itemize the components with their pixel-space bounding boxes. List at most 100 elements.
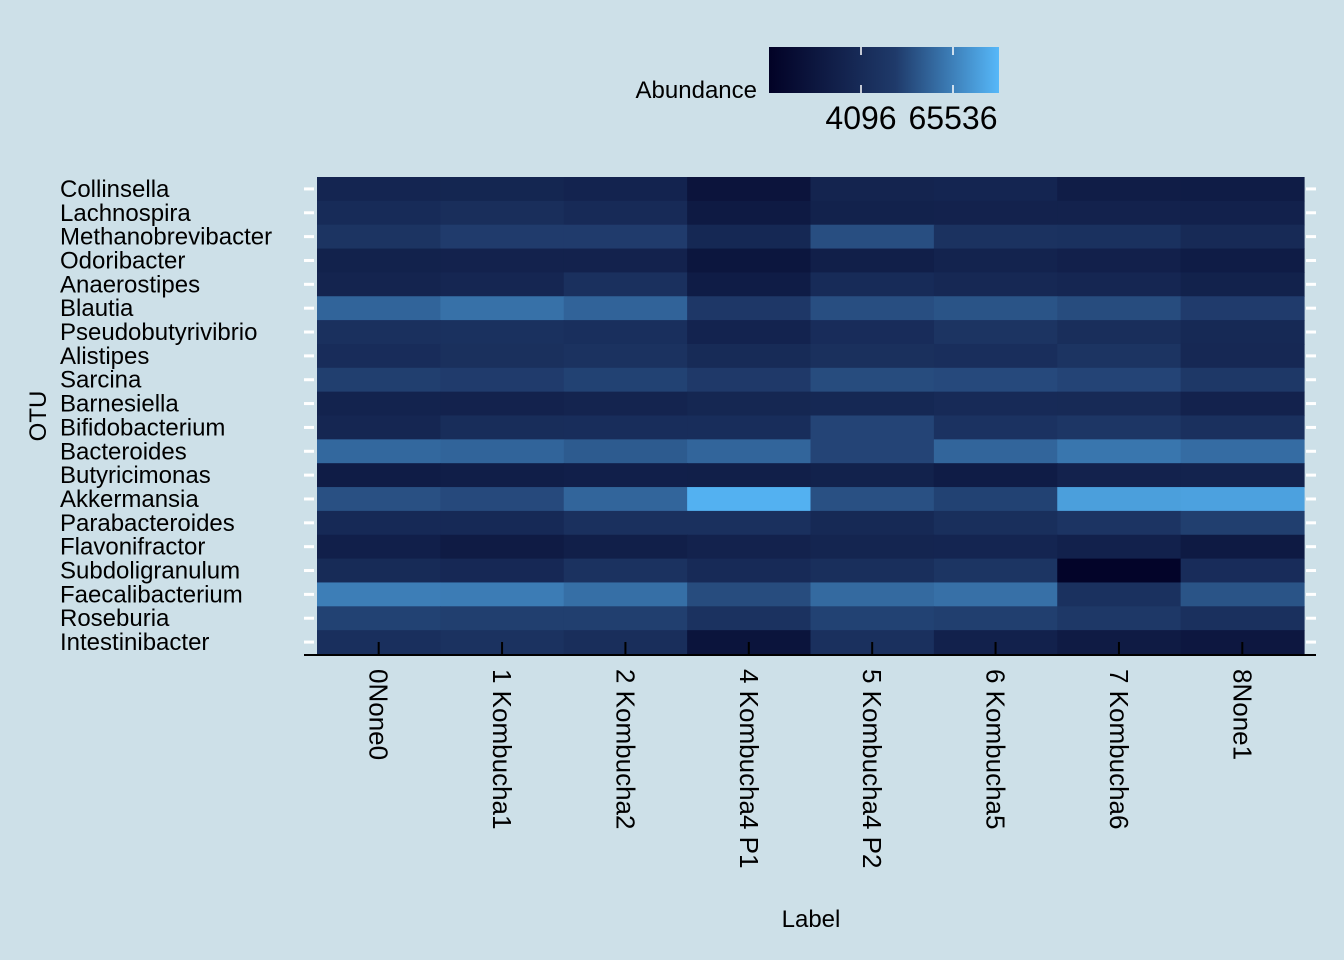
legend-tick-label: 4096 bbox=[825, 100, 896, 136]
heatmap-cell bbox=[317, 177, 441, 202]
heatmap-cell bbox=[563, 582, 688, 607]
heatmap-cell bbox=[1057, 487, 1182, 512]
y-tick-label: Parabacteroides bbox=[60, 510, 235, 537]
heatmap-cell bbox=[563, 320, 688, 345]
heatmap-cell bbox=[1180, 534, 1305, 560]
heatmap-cell bbox=[1180, 248, 1305, 273]
heatmap-cell bbox=[810, 534, 935, 560]
y-tick-label: Sarcina bbox=[60, 367, 142, 394]
heatmap-cell bbox=[440, 510, 565, 536]
heatmap-cell bbox=[687, 343, 812, 369]
x-tick-label: 6 Kombucha5 bbox=[981, 669, 1011, 829]
heatmap-cell bbox=[687, 415, 812, 440]
x-tick-label: 0None0 bbox=[364, 669, 394, 760]
heatmap-cell bbox=[687, 487, 812, 512]
heatmap-cell bbox=[1180, 606, 1305, 631]
heatmap-cell bbox=[1057, 272, 1182, 297]
heatmap-cell bbox=[933, 367, 1058, 393]
y-tick-label: Butyricimonas bbox=[60, 462, 211, 489]
y-tick-label: Subdoligranulum bbox=[60, 558, 240, 585]
heatmap-cell bbox=[810, 367, 935, 393]
heatmap-cell bbox=[687, 367, 812, 393]
heatmap-cell bbox=[933, 296, 1058, 321]
heatmap-cell bbox=[1057, 391, 1182, 417]
heatmap-cell bbox=[933, 177, 1058, 202]
heatmap-cell bbox=[563, 439, 688, 464]
y-tick-label: Anaerostipes bbox=[60, 271, 200, 298]
y-tick-label: Methanobrevibacter bbox=[60, 224, 272, 251]
y-tick-label: Bifidobacterium bbox=[60, 414, 225, 441]
heatmap-cell bbox=[933, 463, 1058, 488]
y-tick-label: Blautia bbox=[60, 295, 134, 322]
heatmap-cell bbox=[933, 439, 1058, 464]
heatmap-cell bbox=[687, 296, 812, 321]
heatmap-cell bbox=[933, 248, 1058, 273]
heatmap-cell bbox=[1180, 272, 1305, 297]
heatmap-cell bbox=[440, 415, 565, 440]
heatmap-cell bbox=[440, 224, 565, 250]
heatmap-cell bbox=[317, 606, 441, 631]
x-tick-label: 5 Kombucha4 P2 bbox=[857, 669, 887, 868]
heatmap-cell bbox=[1180, 558, 1305, 584]
heatmap-cell bbox=[1180, 439, 1305, 464]
y-tick-label: Odoribacter bbox=[60, 247, 185, 274]
y-tick-label: Flavonifractor bbox=[60, 534, 205, 561]
heatmap-cell bbox=[317, 343, 441, 369]
y-axis-title: OTU bbox=[25, 391, 52, 442]
heatmap-cell bbox=[1180, 510, 1305, 536]
y-axis-ticks: CollinsellaLachnospiraMethanobrevibacter… bbox=[60, 176, 1316, 656]
heatmap-cell bbox=[563, 606, 688, 631]
heatmap-cell bbox=[1180, 415, 1305, 440]
heatmap-cell bbox=[687, 224, 812, 250]
heatmap-cell bbox=[1180, 463, 1305, 488]
heatmap-cell bbox=[1180, 224, 1305, 250]
y-tick-label: Bacteroides bbox=[60, 438, 187, 465]
y-tick-label: Pseudobutyrivibrio bbox=[60, 319, 257, 346]
heatmap-cell bbox=[810, 558, 935, 584]
heatmap-cell bbox=[933, 558, 1058, 584]
heatmap-cell bbox=[933, 224, 1058, 250]
x-tick-label: 7 Kombucha6 bbox=[1104, 669, 1134, 829]
heatmap-cell bbox=[687, 463, 812, 488]
heatmap-cell bbox=[317, 487, 441, 512]
x-axis-ticks: 0None0 1 Kombucha1 2 Kombucha2 4 Kombucha4 … bbox=[364, 642, 1257, 868]
heatmap-cell bbox=[440, 391, 565, 417]
heatmap-cell bbox=[563, 510, 688, 536]
heatmap-cell bbox=[1180, 487, 1305, 512]
heatmap-cell bbox=[440, 582, 565, 607]
heatmap-cell bbox=[440, 534, 565, 560]
heatmap-cell bbox=[1057, 415, 1182, 440]
heatmap-cell bbox=[1180, 343, 1305, 369]
heatmap-cell bbox=[440, 367, 565, 393]
heatmap-cell bbox=[687, 582, 812, 607]
heatmap-cell bbox=[810, 320, 935, 345]
heatmap-cell bbox=[317, 558, 441, 584]
x-tick-label: 8None1 bbox=[1227, 669, 1257, 760]
heatmap-cell bbox=[317, 582, 441, 607]
heatmap-cell bbox=[933, 534, 1058, 560]
heatmap-cell bbox=[563, 367, 688, 393]
legend-ticks: 4096 65536 bbox=[825, 47, 997, 136]
heatmap-cell bbox=[563, 558, 688, 584]
heatmap-cell bbox=[933, 320, 1058, 345]
heatmap-cell bbox=[687, 439, 812, 464]
heatmap-cell bbox=[810, 487, 935, 512]
heatmap-cell bbox=[687, 391, 812, 417]
legend-title: Abundance bbox=[636, 77, 757, 104]
heatmap-cell bbox=[1057, 177, 1182, 202]
heatmap-cell bbox=[440, 606, 565, 631]
heatmap-cell bbox=[687, 534, 812, 560]
legend-colorbar bbox=[769, 47, 999, 93]
heatmap-cell bbox=[440, 200, 565, 226]
heatmap-cell bbox=[317, 248, 441, 273]
y-tick-label: Alistipes bbox=[60, 343, 149, 370]
heatmap-cell bbox=[933, 582, 1058, 607]
heatmap-cell bbox=[810, 272, 935, 297]
heatmap-cell bbox=[317, 534, 441, 560]
heatmap-cell bbox=[317, 320, 441, 345]
heatmap-cell bbox=[687, 606, 812, 631]
x-tick-label: 2 Kombucha2 bbox=[610, 669, 640, 829]
heatmap-cell bbox=[317, 463, 441, 488]
heatmap-cell bbox=[1057, 510, 1182, 536]
